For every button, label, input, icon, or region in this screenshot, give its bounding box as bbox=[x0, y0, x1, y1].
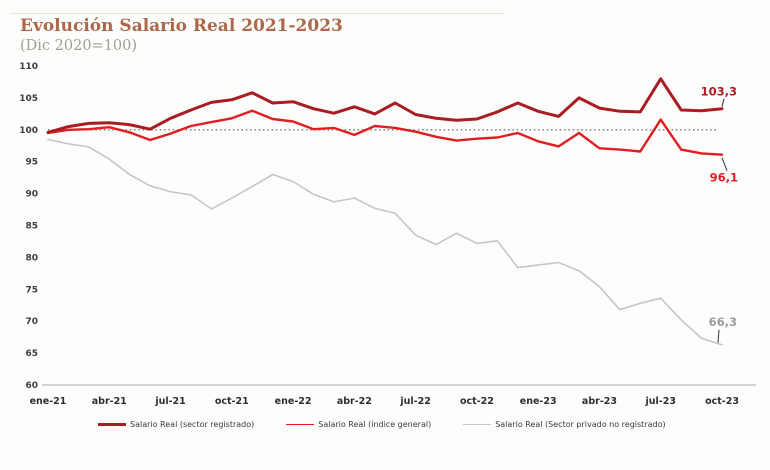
series-end-value: 103,3 bbox=[701, 85, 737, 99]
legend-label: Salario Real (índice general) bbox=[318, 420, 432, 429]
y-tick-label: 70 bbox=[25, 317, 38, 327]
x-tick-label: ene-21 bbox=[30, 396, 67, 407]
legend-item: Salario Real (índice general) bbox=[286, 420, 431, 429]
legend-label: Salario Real (sector registrado) bbox=[130, 420, 255, 429]
x-tick-label: jul-23 bbox=[645, 396, 676, 407]
y-tick-label: 80 bbox=[25, 253, 38, 263]
x-tick-label: jul-22 bbox=[399, 396, 430, 407]
legend-swatch bbox=[286, 423, 315, 426]
top-divider bbox=[10, 13, 505, 14]
series-line-2 bbox=[46, 109, 724, 156]
chart-header: Evolución Salario Real 2021-2023 (Dic 20… bbox=[20, 16, 343, 55]
y-tick-label: 60 bbox=[25, 381, 38, 391]
y-tick-label: 85 bbox=[25, 222, 38, 232]
x-tick-label: abr-22 bbox=[337, 396, 372, 407]
y-tick-label: 75 bbox=[25, 285, 38, 295]
chart-subtitle: (Dic 2020=100) bbox=[20, 38, 138, 55]
end-label-leader bbox=[717, 329, 720, 343]
y-tick-label: 105 bbox=[19, 94, 38, 104]
series-line-3 bbox=[47, 138, 723, 346]
y-tick-label: 65 bbox=[25, 349, 38, 359]
end-label-leader bbox=[721, 157, 728, 171]
x-tick-label: ene-23 bbox=[520, 396, 557, 407]
x-tick-label: oct-23 bbox=[705, 396, 739, 407]
x-tick-label: ene-22 bbox=[275, 396, 312, 407]
chart-legend: Salario Real (sector registrado) Salario … bbox=[98, 420, 698, 429]
x-tick-label: oct-22 bbox=[460, 396, 494, 407]
legend-swatch bbox=[98, 423, 126, 426]
y-tick-label: 100 bbox=[19, 126, 38, 136]
chart-title: Evolución Salario Real 2021-2023 bbox=[20, 16, 343, 36]
x-tick-label: abr-21 bbox=[92, 396, 127, 407]
x-tick-label: jul-21 bbox=[154, 396, 185, 407]
end-label-leader bbox=[721, 98, 725, 107]
y-tick-label: 90 bbox=[25, 190, 38, 200]
x-tick-label: oct-21 bbox=[215, 396, 249, 407]
legend-swatch bbox=[463, 423, 492, 426]
series-end-value: 66,3 bbox=[709, 315, 737, 329]
y-tick-label: 95 bbox=[25, 158, 38, 168]
series-line-1 bbox=[46, 77, 724, 134]
legend-item: Salario Real (Sector privado no registra… bbox=[463, 420, 666, 429]
legend-item: Salario Real (sector registrado) bbox=[98, 420, 254, 429]
legend-label: Salario Real (Sector privado no registra… bbox=[495, 420, 666, 429]
x-tick-label: abr-23 bbox=[582, 396, 617, 407]
series-end-value: 96,1 bbox=[710, 171, 738, 185]
y-tick-label: 110 bbox=[19, 62, 38, 72]
